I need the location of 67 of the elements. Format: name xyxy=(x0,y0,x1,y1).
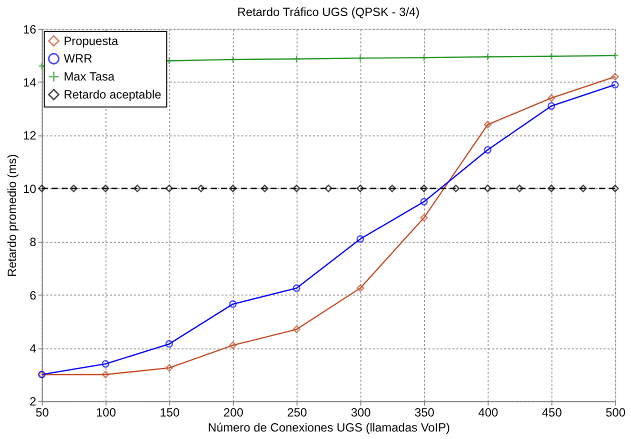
point xyxy=(292,284,300,292)
x-tick-label: 50 xyxy=(36,406,50,420)
point xyxy=(548,94,556,102)
point xyxy=(484,184,492,192)
chart-title: Retardo Tráfico UGS (QPSK - 3/4) xyxy=(237,4,420,19)
point xyxy=(484,146,492,154)
y-tick-label: 16 xyxy=(23,22,37,36)
y-tick-label: 2 xyxy=(30,394,37,409)
point xyxy=(229,300,237,308)
point xyxy=(356,284,364,292)
y-tick-label: 12 xyxy=(23,128,37,143)
x-tick-label: 150 xyxy=(160,406,180,420)
point xyxy=(420,184,428,192)
x-tick-label: 500 xyxy=(606,406,626,420)
point xyxy=(356,184,364,192)
point xyxy=(516,184,524,192)
x-tick-label: 200 xyxy=(223,406,244,420)
point xyxy=(611,72,619,81)
point xyxy=(579,184,588,192)
point xyxy=(134,184,142,192)
x-tick-label: 250 xyxy=(287,406,308,420)
y-axis-title: Retardo promedio (ms) xyxy=(5,154,20,277)
point xyxy=(484,53,492,61)
point xyxy=(165,184,173,192)
point xyxy=(70,184,78,192)
point xyxy=(165,340,173,348)
point xyxy=(102,360,110,368)
point xyxy=(229,342,237,350)
point xyxy=(548,52,556,60)
point xyxy=(229,184,237,192)
point xyxy=(292,326,300,334)
point xyxy=(102,370,110,378)
x-tick-label: 350 xyxy=(414,406,435,420)
point xyxy=(548,184,556,192)
point xyxy=(165,364,173,372)
x-tick-label: 400 xyxy=(478,406,498,420)
legend-label: Propuesta xyxy=(64,34,118,48)
point xyxy=(611,184,619,192)
x-axis-title: Número de Conexiones UGS (llamadas VoIP) xyxy=(208,420,450,434)
x-tick-label: 450 xyxy=(542,406,562,420)
point xyxy=(388,184,396,192)
point xyxy=(38,184,46,192)
y-tick-label: 14 xyxy=(23,76,37,90)
point xyxy=(420,214,428,222)
point xyxy=(356,235,364,243)
point xyxy=(548,102,556,110)
y-tick-label: 6 xyxy=(30,288,37,302)
legend-label: Max Tasa xyxy=(64,70,115,84)
x-tick-label: 100 xyxy=(96,406,116,420)
x-tick-label: 300 xyxy=(350,406,372,420)
y-tick-label: 10 xyxy=(23,182,37,196)
point xyxy=(292,184,300,192)
point xyxy=(260,184,269,192)
point xyxy=(102,184,110,192)
point xyxy=(292,55,300,63)
point xyxy=(324,184,332,192)
legend-label: Retardo aceptable xyxy=(64,88,162,102)
y-tick-label: 4 xyxy=(30,341,37,356)
point xyxy=(229,56,237,64)
point xyxy=(197,184,205,192)
y-tick-label: 8 xyxy=(30,235,37,250)
point xyxy=(356,54,364,62)
point xyxy=(452,184,460,192)
point xyxy=(484,120,492,128)
point xyxy=(420,198,428,206)
point xyxy=(420,54,428,62)
legend-label: WRR xyxy=(64,52,93,66)
